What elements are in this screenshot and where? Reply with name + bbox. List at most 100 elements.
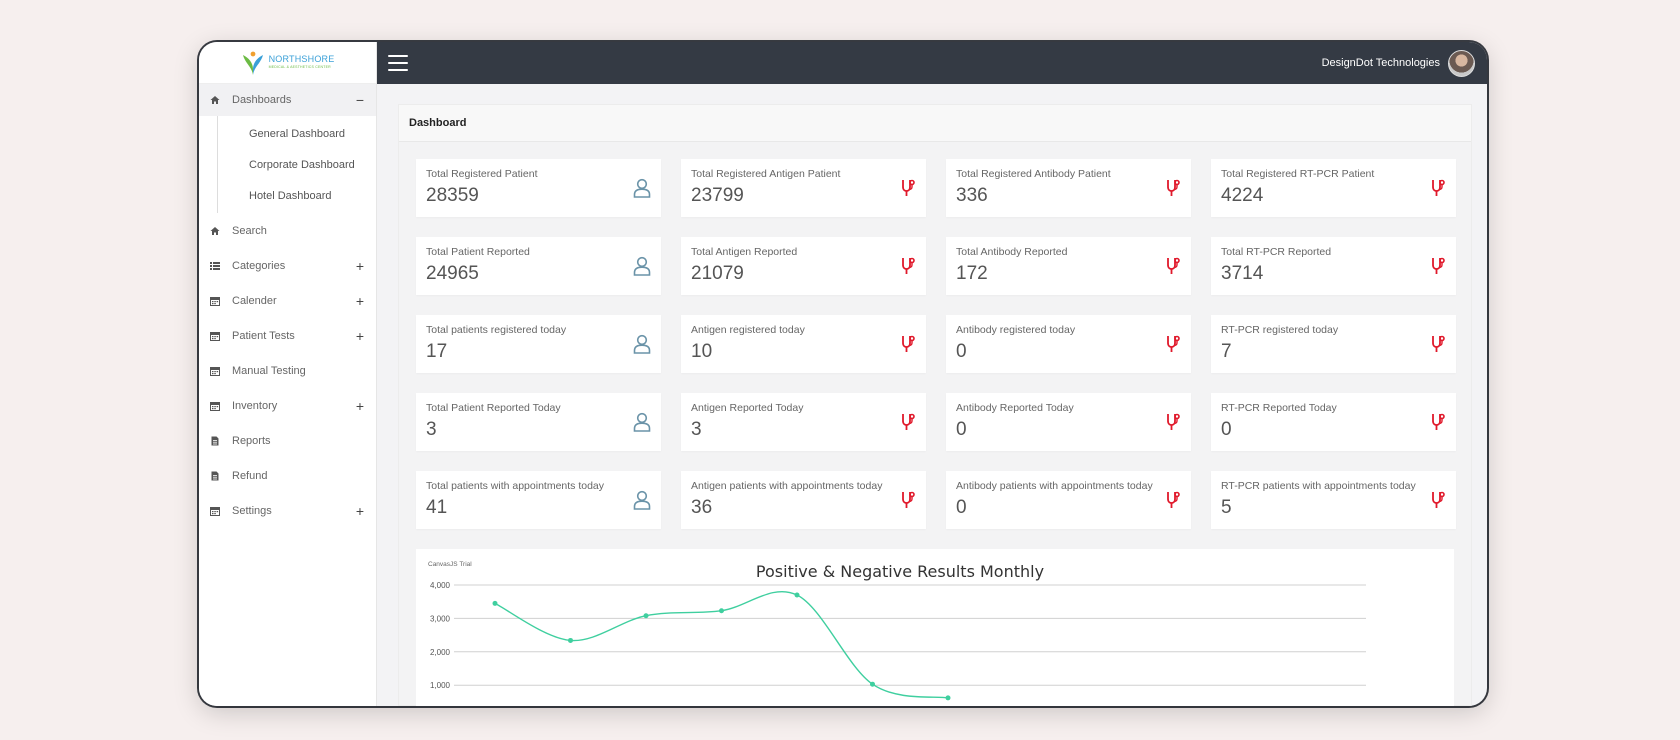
user-icon	[633, 178, 651, 198]
stat-card-value: 172	[956, 263, 988, 284]
sidebar-item-refund[interactable]: Refund	[199, 458, 376, 493]
series-line	[494, 590, 949, 699]
app-window: NORTHSHORE MEDICAL & AESTHETICS CENTER D…	[199, 42, 1487, 706]
stat-card[interactable]: RT-PCR patients with appointments today 5	[1211, 471, 1456, 529]
data-point	[568, 637, 573, 643]
sidebar-item-settings[interactable]: Settings +	[199, 493, 376, 528]
stat-card[interactable]: RT-PCR Reported Today 0	[1211, 393, 1456, 451]
expand-toggle[interactable]: +	[355, 397, 365, 414]
stat-card[interactable]: Total RT-PCR Reported 3714	[1211, 237, 1456, 295]
stat-card-value: 0	[956, 497, 967, 518]
user-icon	[633, 412, 651, 432]
stat-cards-grid: Total Registered Patient 28359 Total Regis…	[399, 142, 1471, 529]
logo[interactable]: NORTHSHORE MEDICAL & AESTHETICS CENTER	[199, 42, 376, 84]
calendar-icon	[209, 295, 221, 307]
stat-card-label: RT-PCR patients with appointments today	[1221, 480, 1416, 492]
stethoscope-icon	[1428, 334, 1446, 354]
stethoscope-icon	[1428, 178, 1446, 198]
stethoscope-icon	[1163, 412, 1181, 432]
stat-card-label: RT-PCR Reported Today	[1221, 402, 1337, 414]
chart-card: CanvasJS Trial Positive & Negative Result…	[416, 549, 1454, 706]
home-icon	[209, 94, 221, 106]
stat-card[interactable]: Antibody patients with appointments toda…	[946, 471, 1191, 529]
calendar-icon	[209, 505, 221, 517]
sidebar-item-inventory[interactable]: Inventory +	[199, 388, 376, 423]
stat-card[interactable]: Antibody registered today 0	[946, 315, 1191, 373]
expand-toggle[interactable]: +	[355, 292, 365, 309]
calendar-icon	[209, 365, 221, 377]
stat-card[interactable]: Total patients with appointments today 41	[416, 471, 661, 529]
sidebar-item-reports[interactable]: Reports	[199, 423, 376, 458]
calendar-icon	[209, 330, 221, 342]
stat-card-label: Total patients with appointments today	[426, 480, 605, 492]
avatar[interactable]	[1448, 49, 1475, 77]
stethoscope-icon	[1428, 256, 1446, 276]
stat-card-value: 17	[426, 341, 448, 362]
sidebar-item-manual-testing[interactable]: Manual Testing	[199, 353, 376, 388]
stat-card-value: 21079	[691, 263, 744, 284]
stat-card[interactable]: Total Registered Antigen Patient 23799	[681, 159, 926, 217]
stat-card[interactable]: Total Antigen Reported 21079	[681, 237, 926, 295]
main-content: Dashboard Total Registered Patient 28359 T…	[377, 84, 1487, 706]
stat-card-label: Antigen registered today	[691, 324, 805, 336]
sidebar-item-dashboards[interactable]: Dashboards −	[199, 84, 376, 116]
stat-card[interactable]: Total Registered Antibody Patient 336	[946, 159, 1191, 217]
stethoscope-icon	[898, 256, 916, 276]
file-icon	[209, 435, 221, 447]
collapse-toggle[interactable]: −	[355, 92, 365, 108]
stat-card[interactable]: Total patients registered today 17	[416, 315, 661, 373]
data-point	[945, 695, 951, 701]
sidebar-item-patient-tests[interactable]: Patient Tests +	[199, 318, 376, 353]
stethoscope-icon	[898, 412, 916, 432]
data-point	[719, 608, 724, 614]
stat-card[interactable]: Total Antibody Reported 172	[946, 237, 1191, 295]
page-title: Dashboard	[399, 105, 1471, 142]
stat-card-label: Total Antigen Reported	[691, 246, 798, 258]
expand-toggle[interactable]: +	[355, 502, 365, 519]
data-point	[794, 592, 800, 598]
stethoscope-icon	[1428, 490, 1446, 510]
stat-card-value: 336	[956, 185, 988, 206]
user-icon	[633, 256, 651, 276]
sidebar-subitem-general-dashboard[interactable]: General Dashboard	[249, 127, 346, 140]
stethoscope-icon	[1163, 256, 1181, 276]
data-point	[492, 600, 498, 606]
user-menu[interactable]: DesignDot Technologies	[1322, 49, 1475, 77]
hamburger-menu-icon[interactable]	[388, 55, 408, 71]
sidebar-item-label: Inventory	[232, 399, 278, 412]
y-tick-label: 4,000	[430, 581, 451, 590]
sidebar-item-label: Search	[232, 224, 267, 237]
sidebar-item-calender[interactable]: Calender +	[199, 283, 376, 318]
stethoscope-icon	[898, 490, 916, 510]
home-icon	[209, 225, 221, 237]
sidebar-item-search[interactable]: Search	[199, 213, 376, 248]
list-icon	[209, 260, 221, 272]
stat-card[interactable]: Total Patient Reported 24965	[416, 237, 661, 295]
stat-card[interactable]: Antigen registered today 10	[681, 315, 926, 373]
sidebar-item-label: Reports	[232, 434, 271, 447]
stethoscope-icon	[1428, 412, 1446, 432]
expand-toggle[interactable]: +	[355, 327, 365, 344]
data-point	[870, 681, 875, 687]
stat-card[interactable]: Antigen Reported Today 3	[681, 393, 926, 451]
stat-card[interactable]: Total Registered Patient 28359	[416, 159, 661, 217]
sidebar-subitem-hotel-dashboard[interactable]: Hotel Dashboard	[249, 189, 332, 202]
stat-card-label: Total Registered RT-PCR Patient	[1221, 168, 1375, 180]
stat-card-value: 24965	[426, 263, 479, 284]
stat-card[interactable]: RT-PCR registered today 7	[1211, 315, 1456, 373]
stat-card[interactable]: Total Registered RT-PCR Patient 4224	[1211, 159, 1456, 217]
stat-card-value: 23799	[691, 185, 744, 206]
stat-card-label: Antigen patients with appointments today	[691, 480, 883, 492]
stat-card-label: Total Antibody Reported	[956, 246, 1068, 258]
stat-card-label: RT-PCR registered today	[1221, 324, 1339, 336]
expand-toggle[interactable]: +	[355, 257, 365, 274]
stat-card-value: 3714	[1221, 263, 1264, 284]
sidebar-subitem-corporate-dashboard[interactable]: Corporate Dashboard	[249, 158, 355, 171]
stat-card[interactable]: Antibody Reported Today 0	[946, 393, 1191, 451]
stat-card-label: Antibody registered today	[956, 324, 1076, 336]
logo-title: NORTHSHORE	[268, 54, 335, 65]
stat-card[interactable]: Total Patient Reported Today 3	[416, 393, 661, 451]
sidebar-item-categories[interactable]: Categories +	[199, 248, 376, 283]
stat-card-value: 36	[691, 497, 713, 518]
stat-card[interactable]: Antigen patients with appointments today…	[681, 471, 926, 529]
